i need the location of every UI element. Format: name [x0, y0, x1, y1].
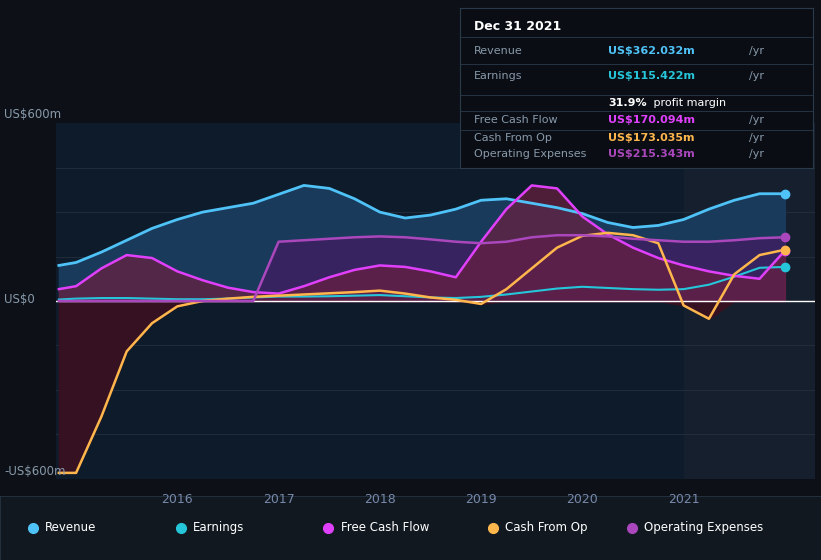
Text: Dec 31 2021: Dec 31 2021 — [474, 20, 561, 32]
Text: US$173.035m: US$173.035m — [608, 133, 695, 143]
Text: Operating Expenses: Operating Expenses — [644, 521, 764, 534]
Text: /yr: /yr — [750, 115, 764, 125]
Text: US$215.343m: US$215.343m — [608, 150, 695, 160]
Text: 31.9%: 31.9% — [608, 97, 647, 108]
Text: Earnings: Earnings — [193, 521, 245, 534]
Text: 2018: 2018 — [364, 493, 396, 506]
Text: US$115.422m: US$115.422m — [608, 71, 695, 81]
Text: profit margin: profit margin — [650, 97, 727, 108]
Text: 2020: 2020 — [566, 493, 599, 506]
Text: Earnings: Earnings — [474, 71, 522, 81]
Text: Free Cash Flow: Free Cash Flow — [341, 521, 429, 534]
Text: /yr: /yr — [750, 133, 764, 143]
Text: /yr: /yr — [750, 71, 764, 81]
Text: /yr: /yr — [750, 150, 764, 160]
Text: Free Cash Flow: Free Cash Flow — [474, 115, 557, 125]
Text: 2021: 2021 — [667, 493, 699, 506]
Text: -US$600m: -US$600m — [4, 465, 66, 478]
Text: 2019: 2019 — [466, 493, 497, 506]
Text: Cash From Op: Cash From Op — [505, 521, 587, 534]
Text: Cash From Op: Cash From Op — [474, 133, 552, 143]
Text: Operating Expenses: Operating Expenses — [474, 150, 586, 160]
Text: US$0: US$0 — [4, 293, 34, 306]
Text: 2017: 2017 — [263, 493, 295, 506]
Text: 2016: 2016 — [162, 493, 193, 506]
Text: Revenue: Revenue — [45, 521, 97, 534]
Text: /yr: /yr — [750, 46, 764, 55]
Text: US$362.032m: US$362.032m — [608, 46, 695, 55]
Text: US$600m: US$600m — [4, 108, 62, 122]
Text: US$170.094m: US$170.094m — [608, 115, 695, 125]
Text: Revenue: Revenue — [474, 46, 523, 55]
Bar — [684, 123, 815, 479]
